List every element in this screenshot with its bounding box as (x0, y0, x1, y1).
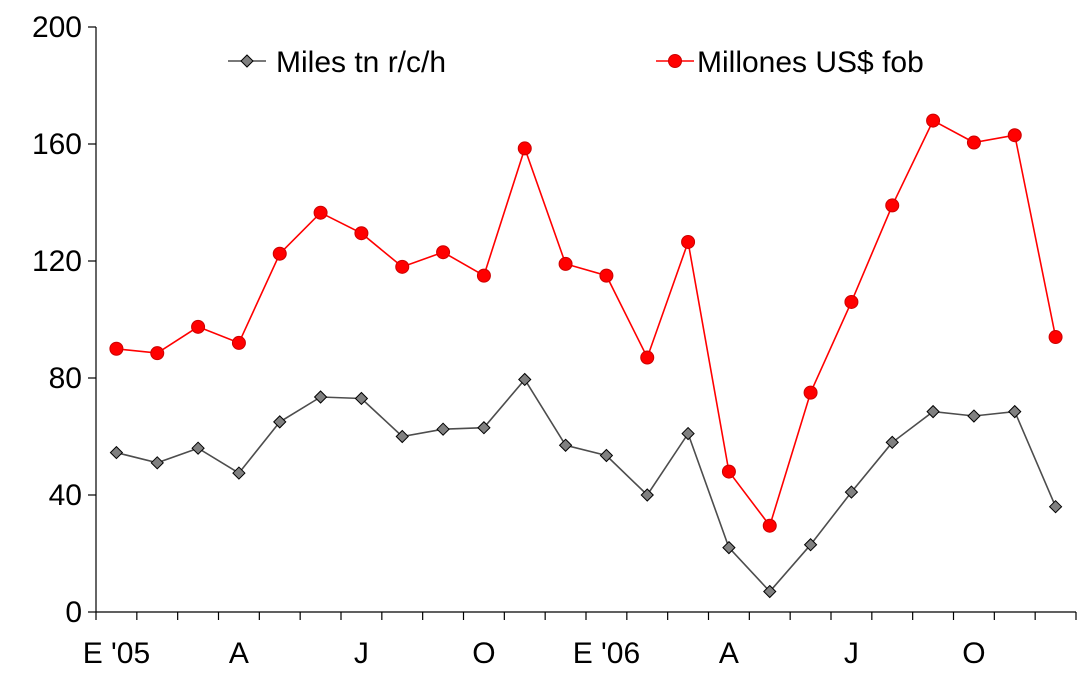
data-point-1-12 (599, 268, 614, 283)
legend-marker-0 (240, 54, 254, 68)
data-point-1-7 (395, 259, 410, 274)
data-point-0-12 (599, 448, 614, 463)
y-tick-label-0: 0 (65, 596, 82, 629)
data-point-0-16 (763, 584, 777, 599)
data-point-0-23 (1048, 499, 1063, 514)
data-point-0-5 (313, 390, 328, 404)
legend-item-1: Millones US$ fob (656, 46, 924, 79)
data-point-1-0 (109, 341, 124, 356)
data-point-0-6 (354, 391, 369, 406)
data-point-0-0 (109, 445, 124, 460)
series-0 (109, 372, 1063, 599)
data-point-0-14 (681, 426, 695, 441)
legend-item-0: Miles tn r/c/h (228, 46, 446, 79)
data-point-1-5 (313, 205, 328, 220)
legend-marker-1 (668, 54, 682, 68)
data-point-1-4 (272, 246, 287, 261)
x-tick-label-6: J (354, 637, 369, 670)
data-point-1-13 (640, 350, 655, 365)
data-point-1-10 (517, 141, 532, 156)
x-tick-label-12: E '06 (573, 637, 640, 670)
data-point-1-19 (885, 198, 900, 213)
data-point-0-22 (1008, 404, 1022, 419)
data-point-0-2 (191, 441, 205, 455)
data-point-0-15 (722, 540, 736, 555)
y-tick-label-2: 80 (49, 362, 82, 395)
data-point-1-23 (1048, 330, 1063, 345)
legend: Miles tn r/c/h Millones US$ fob (228, 46, 924, 79)
data-point-0-1 (150, 456, 164, 470)
x-tick-label-15: A (719, 637, 739, 670)
x-tick-label-3: A (229, 637, 249, 670)
data-point-1-14 (681, 234, 696, 249)
series-line-0 (116, 378, 1057, 593)
legend-label-1: Millones US$ fob (697, 46, 924, 79)
data-point-0-13 (640, 488, 654, 502)
data-point-1-21 (966, 135, 981, 150)
series-1 (109, 113, 1063, 533)
data-point-0-17 (803, 538, 818, 552)
data-point-1-8 (436, 245, 451, 260)
data-point-0-8 (436, 422, 450, 436)
y-tick-label-1: 40 (49, 479, 82, 512)
data-point-0-21 (967, 409, 981, 423)
data-point-0-7 (395, 429, 409, 444)
data-point-0-18 (844, 485, 859, 499)
data-point-1-1 (150, 346, 165, 361)
data-point-1-16 (762, 518, 777, 533)
x-tick-label-0: E '05 (83, 637, 150, 670)
data-point-0-10 (518, 372, 532, 387)
legend-label-0: Miles tn r/c/h (276, 46, 446, 79)
y-tick-label-4: 160 (32, 128, 82, 161)
data-point-1-15 (721, 464, 736, 479)
x-tick-label-18: J (844, 637, 859, 670)
data-point-0-9 (477, 421, 491, 435)
data-point-1-20 (926, 113, 941, 128)
x-tick-label-9: O (472, 637, 495, 670)
series-line-1 (116, 119, 1057, 528)
data-point-0-11 (558, 438, 573, 452)
data-point-1-17 (803, 385, 818, 400)
data-point-1-9 (476, 268, 491, 283)
data-point-0-4 (273, 415, 287, 429)
data-point-1-18 (844, 294, 859, 309)
y-tick-label-5: 200 (32, 11, 82, 44)
data-point-1-3 (231, 335, 246, 350)
x-tick-label-21: O (962, 637, 985, 670)
data-point-1-2 (191, 319, 206, 334)
axes: 0 40 80 120 160 200 E '05 A J O E '06 A J O (32, 11, 1077, 670)
data-point-0-20 (926, 404, 940, 419)
data-point-1-22 (1007, 128, 1022, 143)
data-point-0-3 (232, 466, 246, 480)
data-point-1-11 (558, 256, 573, 271)
y-tick-label-3: 120 (32, 245, 82, 278)
data-point-0-19 (885, 435, 899, 450)
series-layer (109, 113, 1063, 599)
data-point-1-6 (354, 226, 369, 241)
